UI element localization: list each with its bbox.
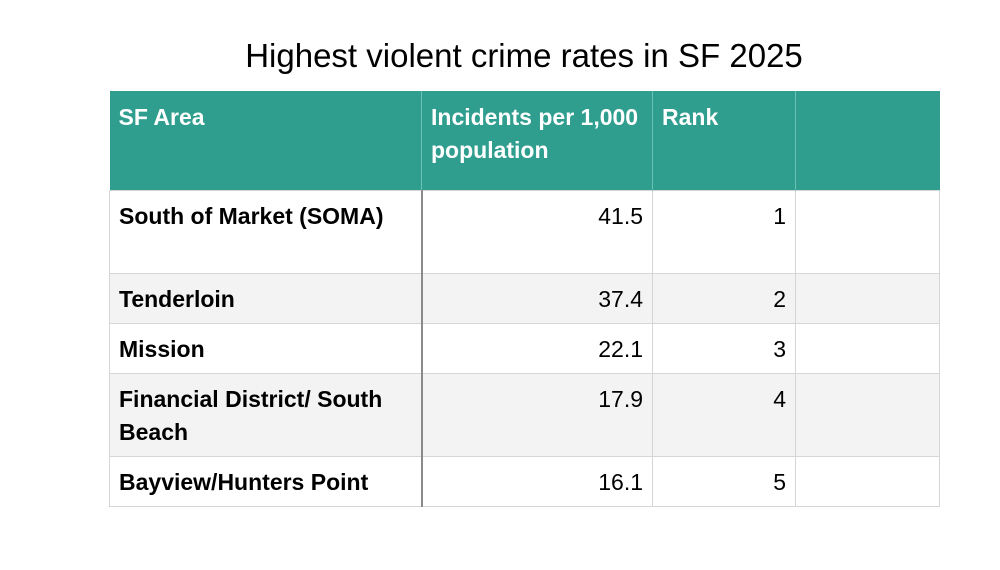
empty-cell <box>795 372 940 457</box>
crime-rate-table: SF Area Incidents per 1,000 population R… <box>109 91 940 507</box>
table-row: South of Market (SOMA) 41.5 1 <box>109 189 940 274</box>
area-cell: Tenderloin <box>109 272 423 324</box>
rank-cell: 2 <box>652 272 796 324</box>
empty-cell <box>795 455 940 507</box>
rank-cell: 3 <box>652 322 796 374</box>
incidents-cell: 17.9 <box>421 372 653 457</box>
area-cell: Bayview/Hunters Point <box>109 455 423 507</box>
rank-cell: 5 <box>652 455 796 507</box>
incidents-cell: 16.1 <box>421 455 653 507</box>
empty-cell <box>795 189 940 274</box>
table-row: Mission 22.1 3 <box>109 322 940 374</box>
area-cell: Mission <box>109 322 423 374</box>
header-sf-area: SF Area <box>109 91 422 190</box>
header-empty <box>795 91 940 190</box>
table-row: Tenderloin 37.4 2 <box>109 272 940 324</box>
header-incidents-per-1000: Incidents per 1,000 population <box>421 91 653 190</box>
table-header-row: SF Area Incidents per 1,000 population R… <box>109 91 940 190</box>
table-row: Bayview/Hunters Point 16.1 5 <box>109 455 940 507</box>
table-row: Financial District/ South Beach 17.9 4 <box>109 372 940 457</box>
incidents-cell: 37.4 <box>421 272 653 324</box>
empty-cell <box>795 272 940 324</box>
rank-cell: 1 <box>652 189 796 274</box>
header-rank: Rank <box>652 91 796 190</box>
incidents-cell: 41.5 <box>421 189 653 274</box>
slide-title: Highest violent crime rates in SF 2025 <box>245 37 803 74</box>
area-cell: Financial District/ South Beach <box>109 372 423 457</box>
rank-cell: 4 <box>652 372 796 457</box>
area-cell: South of Market (SOMA) <box>109 189 423 274</box>
empty-cell <box>795 322 940 374</box>
incidents-cell: 22.1 <box>421 322 653 374</box>
